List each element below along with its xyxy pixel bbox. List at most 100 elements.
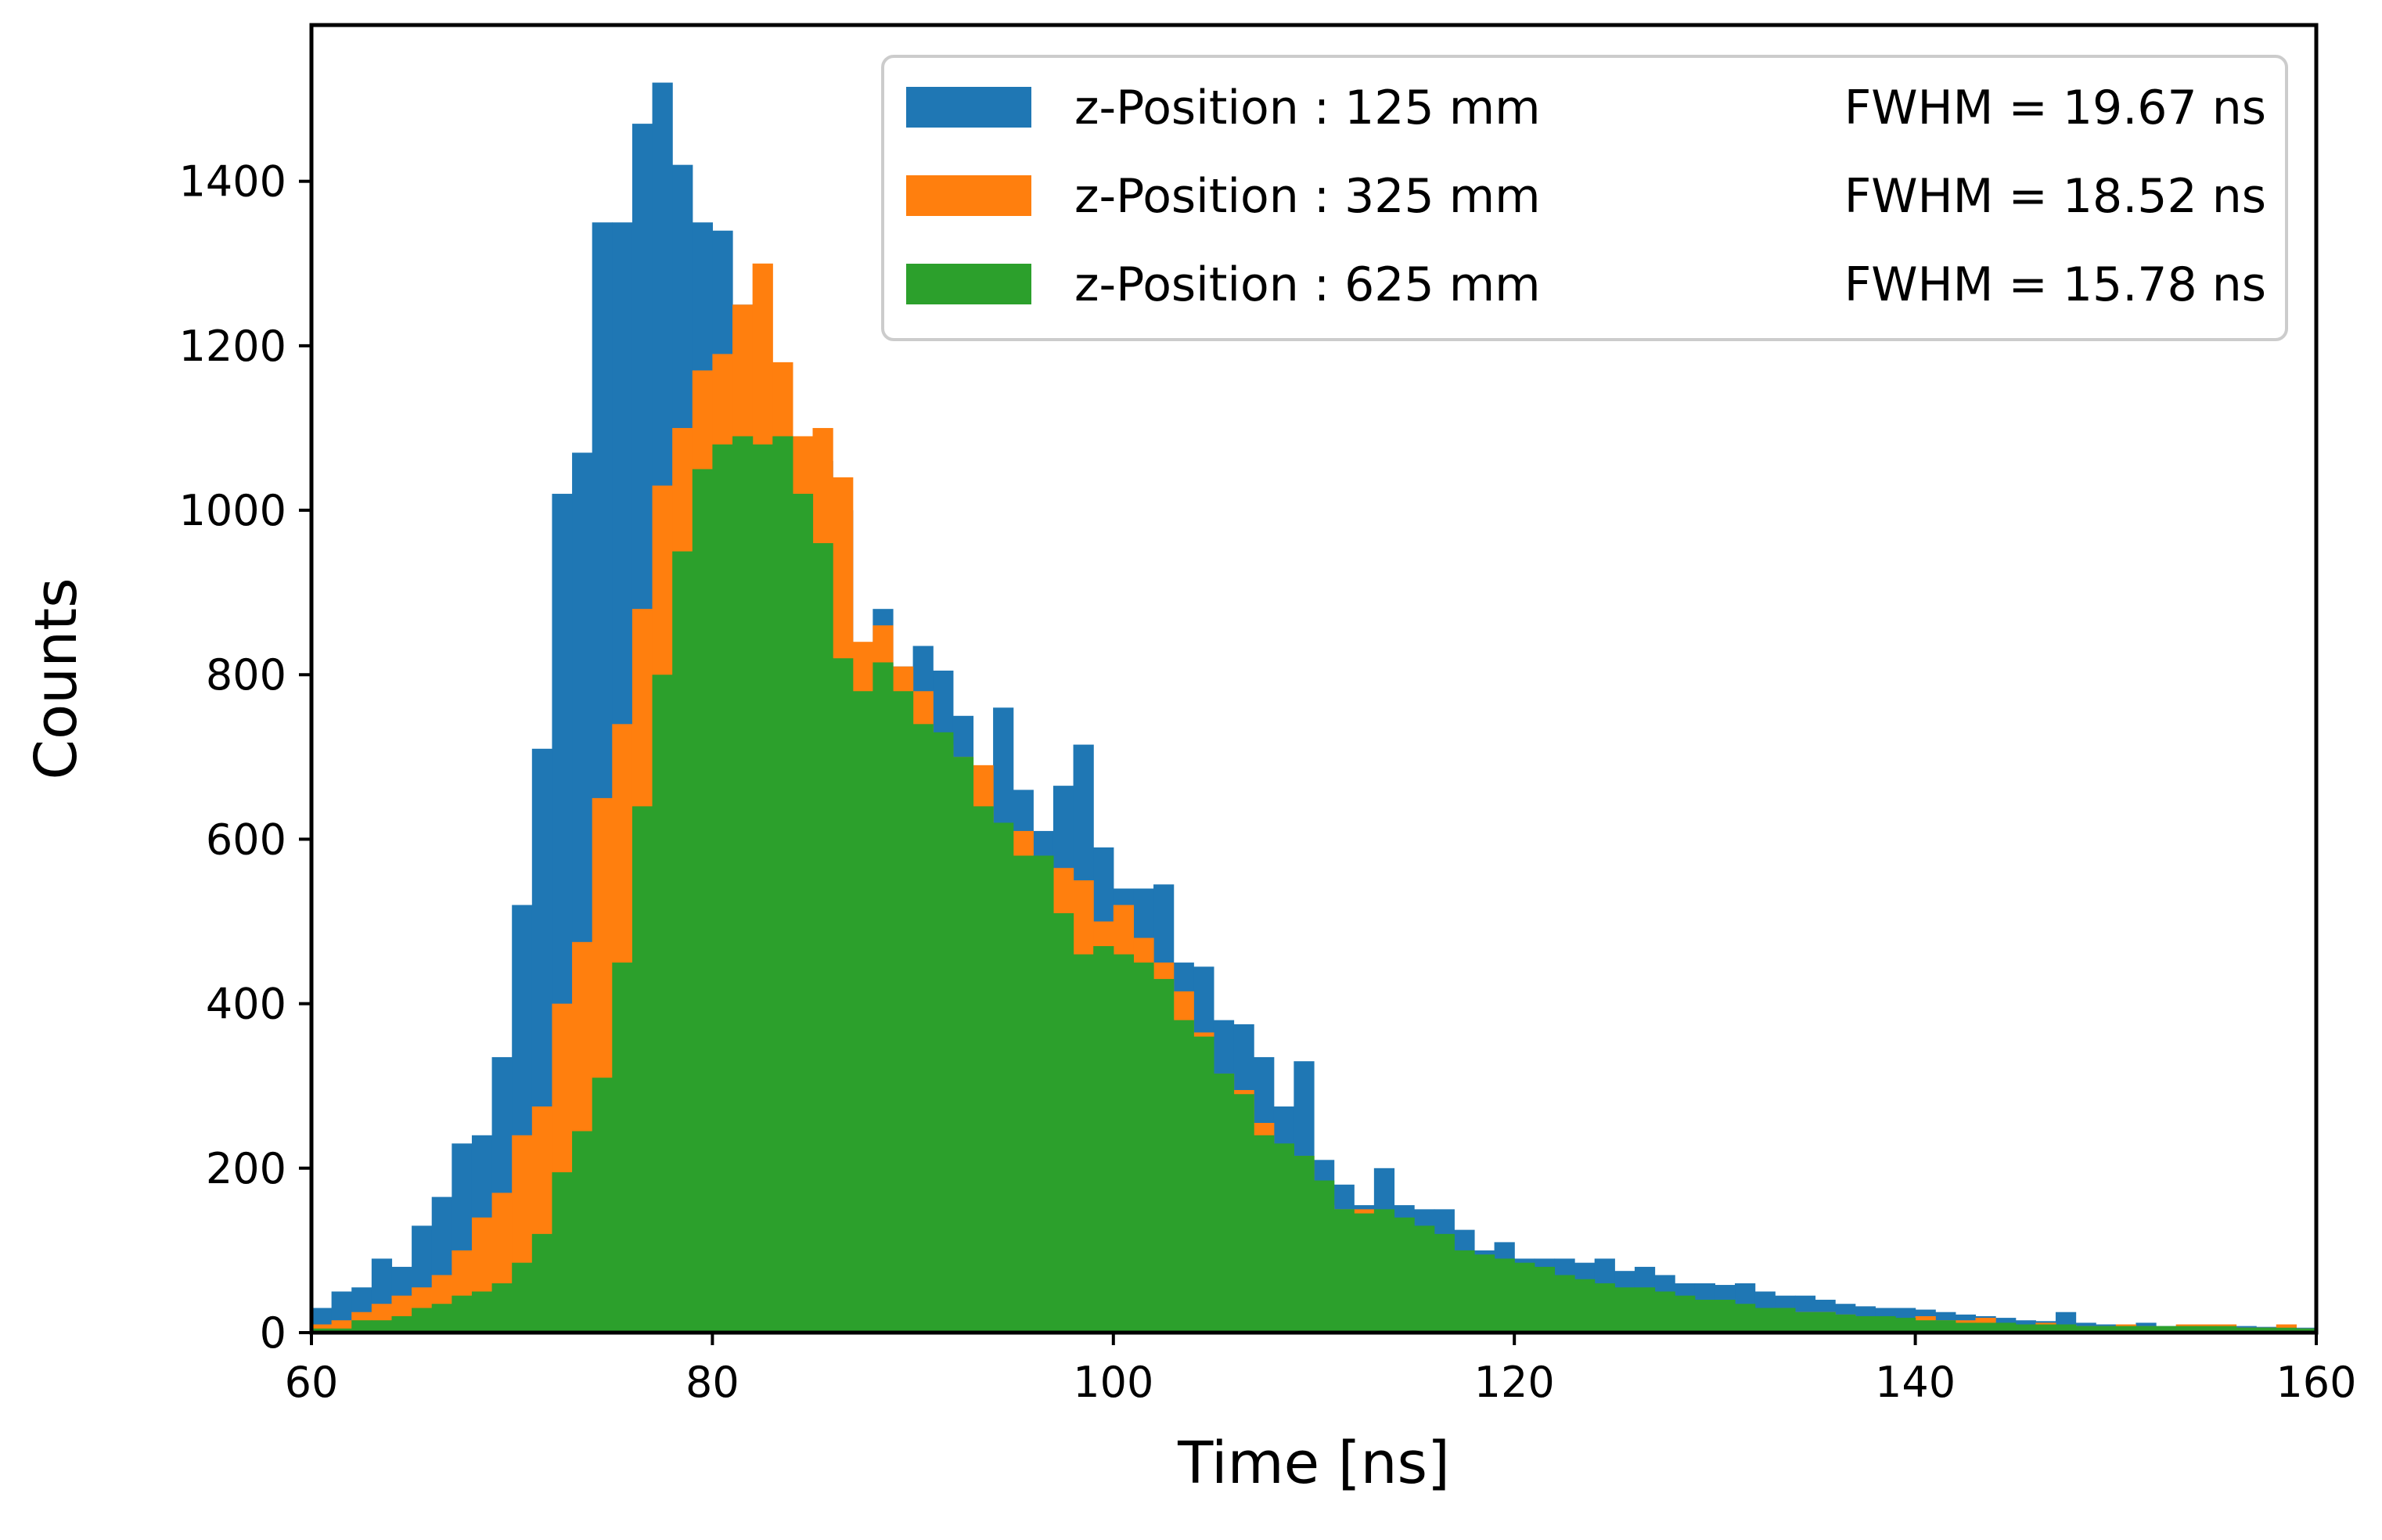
bar [1494, 1258, 1515, 1333]
bar [1434, 1233, 1455, 1333]
legend-fwhm: FWHM = 18.52 ns [1844, 169, 2266, 224]
y-tick-label: 1200 [179, 322, 286, 371]
x-tick-label: 140 [1875, 1358, 1956, 1407]
bar [833, 658, 854, 1333]
legend-swatch [906, 175, 1031, 216]
legend-fwhm: FWHM = 15.78 ns [1844, 257, 2266, 312]
bar [933, 732, 954, 1333]
bar [1193, 1036, 1214, 1333]
bar [391, 1315, 412, 1333]
legend-box [881, 55, 2288, 341]
bar [1454, 1250, 1475, 1333]
bar [491, 1283, 513, 1333]
bar [812, 543, 833, 1333]
x-tick-label: 60 [285, 1358, 339, 1407]
bar [531, 1233, 553, 1333]
bar [1073, 954, 1094, 1333]
bar [1675, 1295, 1696, 1333]
bar [1514, 1262, 1535, 1333]
bar [1233, 1094, 1254, 1333]
bar [1093, 946, 1114, 1333]
bar [1815, 1312, 1836, 1333]
bar [2035, 1324, 2056, 1333]
bar [2115, 1326, 2137, 1333]
bar [2256, 1327, 2277, 1333]
bar [1935, 1320, 1956, 1333]
bar [1654, 1291, 1675, 1333]
bar [1875, 1315, 1896, 1333]
bar [2015, 1324, 2036, 1333]
bar [2156, 1326, 2177, 1333]
bar [1735, 1304, 1756, 1333]
bar [2055, 1324, 2077, 1333]
y-axis-label: Counts [23, 578, 90, 779]
bar [1113, 954, 1135, 1333]
bar [1634, 1287, 1656, 1333]
bar [2096, 1326, 2117, 1333]
bar [1915, 1320, 1936, 1333]
y-tick-label: 400 [206, 980, 286, 1029]
legend-label: z-Position : 625 mm [1074, 257, 1541, 312]
plot-frame [309, 23, 2319, 1335]
bar [772, 436, 793, 1333]
bar [1775, 1308, 1796, 1333]
bar [1894, 1318, 1916, 1333]
bar [1554, 1275, 1575, 1333]
bar [1594, 1283, 1615, 1333]
histogram-bars [311, 82, 2317, 1333]
bar [993, 822, 1014, 1333]
bar [572, 1131, 593, 1333]
bar [892, 691, 914, 1333]
bar [331, 1328, 352, 1333]
bar [1694, 1299, 1715, 1333]
bar [1373, 1209, 1395, 1333]
bar [1995, 1322, 2017, 1333]
y-tick-label: 600 [206, 815, 286, 864]
bar [431, 1304, 452, 1333]
bar [2196, 1326, 2217, 1333]
bar [412, 1308, 433, 1333]
bar [2296, 1328, 2317, 1333]
bar [1534, 1266, 1556, 1333]
bar [2215, 1326, 2237, 1333]
bar [631, 806, 653, 1333]
bar [1173, 1020, 1194, 1333]
bar [371, 1320, 393, 1333]
legend-label: z-Position : 325 mm [1074, 169, 1541, 224]
bar [1835, 1314, 1856, 1333]
bar [732, 436, 754, 1333]
bar [1794, 1312, 1816, 1333]
bar [1133, 962, 1154, 1333]
bar [2075, 1326, 2096, 1333]
bar [1955, 1322, 1977, 1333]
bar [752, 444, 773, 1333]
legend-swatch [906, 87, 1031, 128]
legend-label: z-Position : 125 mm [1074, 81, 1541, 135]
bar [1614, 1287, 1635, 1333]
bar [712, 444, 733, 1333]
bar [792, 494, 814, 1333]
axis-ticks: 60 80 100 120 140 160 0 200 400 600 800 1000 1200 140… [179, 157, 2357, 1407]
bar [692, 469, 713, 1333]
x-tick-label: 100 [1073, 1358, 1153, 1407]
y-tick-label: 1400 [179, 157, 286, 207]
bar [1354, 1213, 1375, 1333]
bar [973, 806, 994, 1333]
bar [1975, 1322, 1996, 1333]
bar [912, 724, 934, 1333]
legend-fwhm: FWHM = 19.67 ns [1844, 81, 2266, 135]
bar [1294, 1156, 1315, 1333]
bar [1033, 855, 1054, 1333]
bar [2175, 1326, 2197, 1333]
bar [471, 1291, 493, 1333]
bar [1213, 1073, 1235, 1333]
y-tick-label: 0 [260, 1308, 286, 1358]
bar [1473, 1254, 1495, 1333]
series-3-bars [311, 436, 2317, 1333]
x-tick-label: 160 [2276, 1358, 2356, 1407]
y-tick-label: 800 [206, 650, 286, 700]
bar [1333, 1209, 1355, 1333]
legend: z-Position : 125 mm FWHM = 19.67 ns z-Posi… [881, 55, 2288, 341]
bar [1414, 1225, 1435, 1333]
bar [873, 662, 894, 1333]
